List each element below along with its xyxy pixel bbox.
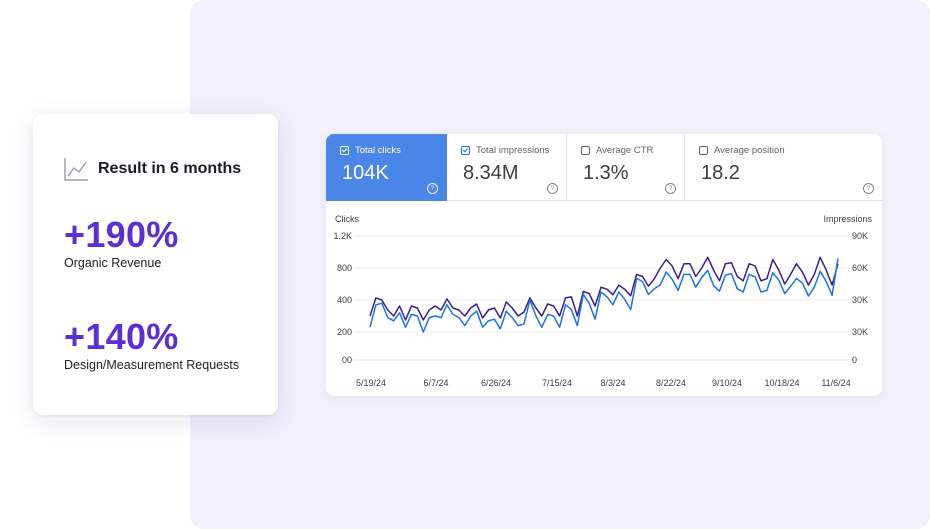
metric-value: 18.2 bbox=[701, 162, 740, 184]
y-right-tick-label: 30K bbox=[852, 327, 868, 337]
metric-tab-average-position[interactable]: Average position 18.2 ? bbox=[685, 134, 882, 201]
organic-revenue-label: Organic Revenue bbox=[64, 256, 162, 270]
checkbox-icon[interactable] bbox=[699, 146, 708, 155]
metric-value: 8.34M bbox=[463, 162, 519, 184]
y-right-tick-label: 60K bbox=[852, 263, 868, 273]
x-tick-label: 10/18/24 bbox=[764, 378, 799, 388]
requests-value: +140% bbox=[64, 316, 179, 357]
x-tick-label: 5/19/24 bbox=[356, 378, 386, 388]
x-tick-label: 7/15/24 bbox=[542, 378, 572, 388]
help-icon[interactable]: ? bbox=[427, 183, 438, 194]
y-left-tick-label: 800 bbox=[337, 263, 352, 273]
left-axis-ticks: 1.2K 800 400 200 00 bbox=[333, 231, 352, 365]
left-axis-title: Clicks bbox=[335, 214, 359, 224]
checkbox-icon[interactable] bbox=[581, 146, 590, 155]
organic-revenue-value: +190% bbox=[64, 214, 179, 255]
metric-tab-total-clicks[interactable]: Total clicks 104K ? bbox=[326, 134, 447, 201]
x-tick-label: 6/7/24 bbox=[423, 378, 448, 388]
y-right-tick-label: 0 bbox=[852, 355, 857, 365]
right-axis-ticks: 90K 60K 30K 30K 0 bbox=[852, 231, 868, 365]
help-icon[interactable]: ? bbox=[863, 183, 874, 194]
series-line-total-clicks bbox=[369, 258, 839, 333]
y-left-tick-label: 00 bbox=[342, 355, 352, 365]
metric-label: Total clicks bbox=[355, 145, 401, 156]
performance-card: Total clicks 104K ? Total impressions 8.… bbox=[326, 134, 882, 396]
help-icon[interactable]: ? bbox=[547, 183, 558, 194]
metric-tab-total-impressions[interactable]: Total impressions 8.34M ? bbox=[447, 134, 567, 201]
trend-chart-icon bbox=[63, 156, 89, 182]
chart-series bbox=[369, 256, 839, 333]
y-left-tick-label: 200 bbox=[337, 327, 352, 337]
checkbox-icon[interactable] bbox=[461, 146, 470, 155]
metric-label: Average CTR bbox=[596, 145, 654, 156]
metric-value: 1.3% bbox=[583, 162, 629, 184]
y-right-tick-label: 30K bbox=[852, 295, 868, 305]
x-tick-label: 8/22/24 bbox=[656, 378, 686, 388]
y-left-tick-label: 400 bbox=[337, 295, 352, 305]
x-tick-label: 6/26/24 bbox=[481, 378, 511, 388]
right-axis-title: Impressions bbox=[823, 214, 872, 224]
y-left-tick-label: 1.2K bbox=[333, 231, 352, 241]
result-header: Result in 6 months bbox=[63, 156, 241, 182]
x-tick-label: 8/3/24 bbox=[600, 378, 625, 388]
series-line-total-impressions bbox=[369, 256, 839, 321]
metric-tab-average-ctr[interactable]: Average CTR 1.3% ? bbox=[567, 134, 685, 201]
metric-label: Average position bbox=[714, 145, 785, 156]
x-tick-label: 9/10/24 bbox=[712, 378, 742, 388]
result-card: Result in 6 months +190% Organic Revenue… bbox=[33, 114, 278, 415]
requests-label: Design/Measurement Requests bbox=[64, 358, 240, 372]
y-right-tick-label: 90K bbox=[852, 231, 868, 241]
x-tick-label: 11/6/24 bbox=[821, 378, 850, 388]
x-axis-ticks: 5/19/24 6/7/24 6/26/24 7/15/24 8/3/24 8/22/24… bbox=[356, 378, 851, 388]
checkbox-icon[interactable] bbox=[340, 146, 349, 155]
result-title: Result in 6 months bbox=[98, 160, 242, 177]
chart-grid bbox=[354, 235, 854, 361]
metric-label: Total impressions bbox=[476, 145, 550, 156]
performance-chart: Clicks Impressions 1.2K 800 400 200 00 90K 60… bbox=[333, 214, 872, 388]
metric-tabs: Total clicks 104K ? Total impressions 8.… bbox=[326, 134, 882, 201]
metric-value: 104K bbox=[342, 162, 389, 184]
help-icon[interactable]: ? bbox=[665, 183, 676, 194]
